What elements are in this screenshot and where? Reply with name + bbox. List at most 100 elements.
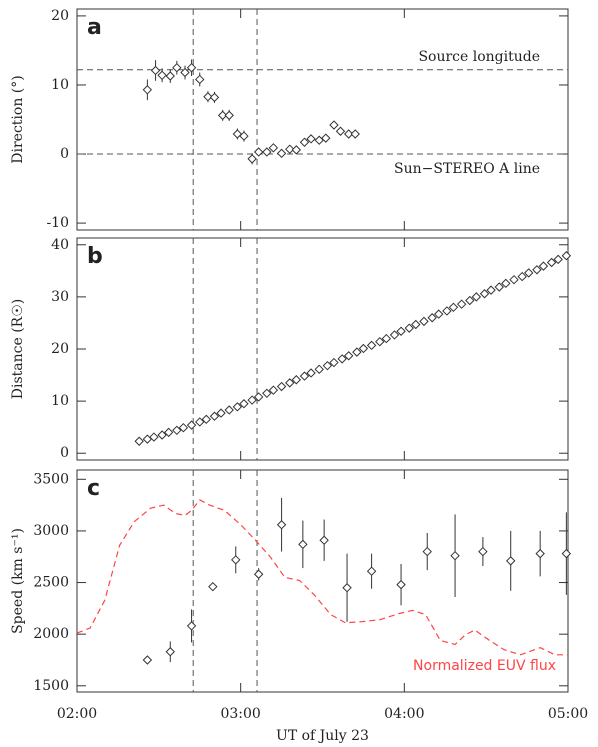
data-point [291, 375, 302, 385]
data-point [314, 364, 324, 375]
x-tick-label: 05:00 [548, 706, 588, 722]
data-point [396, 579, 406, 590]
data-point [276, 520, 287, 530]
data-point [291, 145, 302, 155]
data-point [299, 137, 310, 147]
data-point [142, 85, 153, 95]
data-point [465, 295, 475, 306]
data-point [450, 550, 460, 561]
data-point [375, 336, 385, 347]
data-point [276, 148, 287, 159]
data-point [561, 548, 572, 559]
data-point [494, 282, 504, 292]
data-point [389, 330, 400, 340]
data-point [456, 299, 467, 309]
data-point [172, 425, 182, 436]
data-point [419, 316, 429, 327]
data-point [165, 647, 175, 657]
data-point [180, 67, 190, 78]
x-tick-label: 04:00 [384, 706, 424, 722]
data-point [262, 147, 272, 157]
reference-line-label: Sun−STEREO A line [394, 161, 540, 177]
data-point [149, 432, 159, 442]
data-point [298, 539, 308, 550]
data-point [381, 333, 392, 344]
data-point [411, 319, 421, 330]
data-point [134, 436, 144, 446]
data-point [285, 378, 295, 388]
data-point [546, 257, 557, 268]
data-point [342, 583, 352, 593]
data-point [299, 371, 310, 381]
data-point [322, 360, 333, 371]
y-axis-label: Distance (R☉) [10, 299, 26, 399]
data-point [433, 309, 444, 319]
y-tick-label: -10 [46, 215, 69, 231]
data-point [335, 126, 346, 136]
y-tick-label: 3500 [33, 471, 69, 487]
data-point [142, 655, 153, 665]
data-point [321, 133, 331, 143]
data-point [186, 621, 197, 631]
data-point [268, 385, 279, 395]
data-point [186, 420, 197, 430]
data-point [276, 381, 287, 392]
y-tick-label: 10 [51, 77, 69, 93]
data-point [247, 154, 257, 164]
y-tick-label: 0 [60, 146, 69, 162]
y-tick-label: 20 [51, 8, 69, 24]
data-point [486, 285, 496, 295]
data-point [352, 347, 362, 357]
data-point [186, 62, 197, 73]
data-point [172, 62, 182, 73]
panel-label: b [87, 244, 103, 269]
data-point [396, 326, 406, 336]
data-point [253, 392, 264, 402]
data-point [201, 414, 212, 425]
data-point [157, 70, 167, 81]
y-tick-label: 0 [60, 445, 69, 461]
data-point [350, 129, 360, 139]
y-tick-label: 3000 [33, 523, 69, 539]
data-point [532, 265, 542, 275]
data-point [404, 323, 414, 333]
data-point [203, 92, 213, 102]
y-tick-label: 10 [51, 393, 69, 409]
plot-frame [76, 237, 569, 461]
plot-frame [76, 8, 569, 231]
reference-line-label: Source longitude [418, 49, 540, 65]
data-point [343, 351, 354, 361]
data-point [224, 405, 234, 415]
y-tick-label: 40 [51, 237, 69, 253]
y-tick-label: 30 [51, 289, 69, 305]
data-point [208, 581, 218, 592]
y-axis-label: Direction (°) [10, 75, 26, 163]
data-point [209, 92, 220, 103]
data-point [247, 395, 257, 405]
data-point [561, 251, 572, 261]
data-point [306, 368, 316, 378]
data-point [479, 289, 490, 299]
y-tick-label: 2500 [33, 575, 69, 591]
curve-label: Normalized EUV flux [413, 658, 556, 674]
data-point [216, 408, 226, 418]
data-point [217, 110, 228, 121]
data-point [232, 402, 243, 412]
data-point [535, 548, 545, 559]
data-point [150, 65, 161, 76]
data-point [448, 302, 459, 313]
data-point [239, 399, 249, 409]
data-point [306, 134, 316, 144]
data-point [157, 430, 167, 440]
data-point [253, 147, 264, 157]
data-point [366, 566, 377, 576]
data-point [319, 535, 329, 545]
data-point [538, 261, 549, 271]
data-point [195, 417, 205, 427]
data-point [442, 306, 452, 316]
data-point [262, 388, 272, 399]
data-point [501, 278, 511, 289]
data-point [358, 343, 369, 354]
data-point [209, 411, 220, 421]
x-tick-label: 02:00 [57, 706, 97, 722]
